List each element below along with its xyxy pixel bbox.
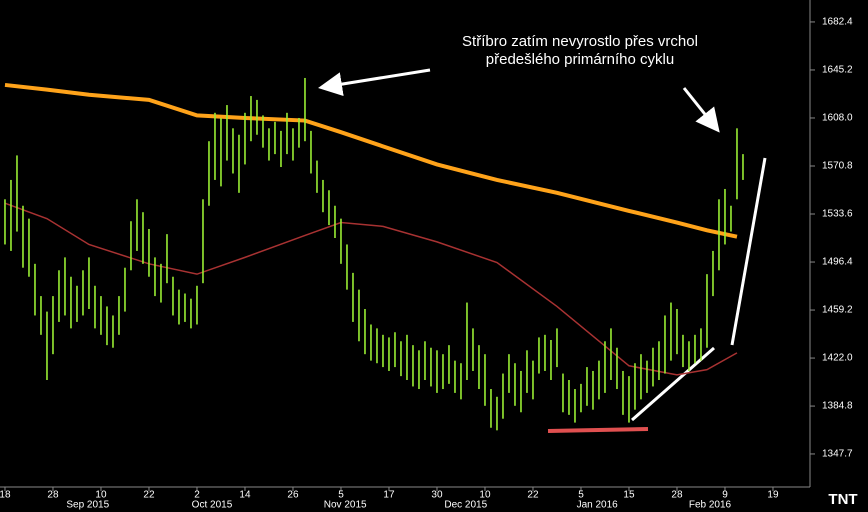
- trend-line: [730, 157, 767, 346]
- x-tick-label: 30: [431, 490, 443, 501]
- y-tick-label: 1682.4: [822, 17, 853, 28]
- x-tick-label: 22: [527, 490, 539, 501]
- x-tick-label: 14: [239, 490, 251, 501]
- y-tick-label: 1347.7: [822, 449, 853, 460]
- x-tick-label: 19: [767, 490, 779, 501]
- x-tick-label: 9: [722, 490, 728, 501]
- x-tick-label: 18: [0, 490, 11, 501]
- annotation: Stříbro zatím nevyrostlo přes vrchol: [462, 33, 698, 50]
- arrow: [682, 87, 720, 133]
- month-label: Sep 2015: [66, 500, 109, 511]
- x-tick-label: 5: [338, 490, 344, 501]
- x-tick-label: 5: [578, 490, 584, 501]
- y-tick-label: 1570.8: [822, 161, 853, 172]
- moving-average: [4, 82, 738, 239]
- y-tick-label: 1533.6: [822, 209, 853, 220]
- x-tick-label: 2: [194, 490, 200, 501]
- x-tick-label: 26: [287, 490, 299, 501]
- y-tick-label: 1422.0: [822, 353, 853, 364]
- x-tick-label: 28: [47, 490, 59, 501]
- x-tick-label: 10: [479, 490, 491, 501]
- month-label: Oct 2015: [192, 500, 233, 511]
- x-tick-label: 15: [623, 490, 635, 501]
- annotation: předešlého primárního cyklu: [486, 51, 674, 68]
- y-tick-label: 1459.2: [822, 305, 853, 316]
- x-tick-label: 17: [383, 490, 395, 501]
- y-tick-label: 1608.0: [822, 113, 853, 124]
- logo: TNT: [828, 491, 857, 508]
- y-tick-label: 1384.8: [822, 401, 853, 412]
- month-label: Nov 2015: [324, 500, 367, 511]
- arrow: [318, 68, 431, 96]
- y-tick-label: 1496.4: [822, 257, 853, 268]
- month-label: Jan 2016: [577, 500, 619, 511]
- month-label: Dec 2015: [444, 500, 487, 511]
- x-tick-label: 28: [671, 490, 683, 501]
- support-line: [547, 427, 649, 433]
- x-tick-label: 22: [143, 490, 155, 501]
- y-tick-label: 1645.2: [822, 65, 853, 76]
- x-tick-label: 10: [95, 490, 107, 501]
- month-label: Feb 2016: [689, 500, 732, 511]
